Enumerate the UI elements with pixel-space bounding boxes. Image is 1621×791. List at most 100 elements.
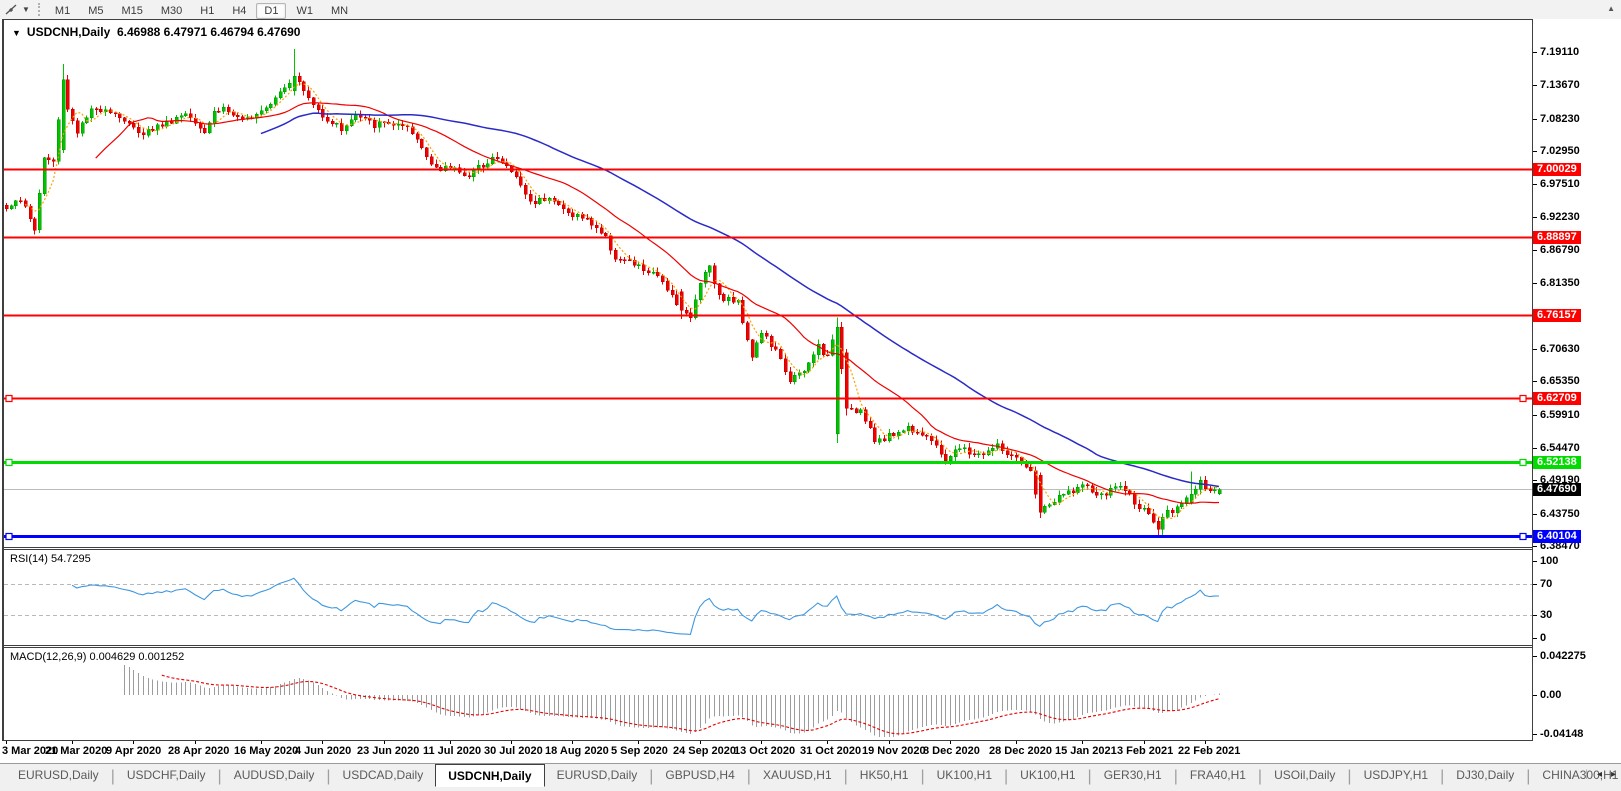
tab-arrow-separator: | <box>1585 769 1588 780</box>
chart-tab-bar: EURUSD,Daily | USDCHF,Daily | AUDUSD,Daily | U… <box>0 763 1621 791</box>
timeframe-button-m1[interactable]: M1 <box>54 4 71 17</box>
chart-tab-ger30-h1[interactable]: GER30,H1 <box>1103 768 1162 782</box>
timeframe-button-h1[interactable]: H1 <box>200 4 215 17</box>
line-handle[interactable] <box>1519 458 1527 467</box>
chart-tab-uk100-h1[interactable]: UK100,H1 <box>936 768 993 782</box>
line-handle[interactable] <box>5 394 13 403</box>
toolbar-grip[interactable] <box>37 3 40 16</box>
price-tick-label: 7.02950 <box>1540 145 1580 157</box>
axis-tick-mark <box>1533 381 1537 382</box>
panel-separator[interactable] <box>2 547 1532 548</box>
macd-tick-label: 0.042275 <box>1540 650 1586 662</box>
timeframe-button-m30[interactable]: M30 <box>160 4 183 17</box>
chart-tab-audusd-daily[interactable]: AUDUSD,Daily <box>233 768 315 782</box>
rsi-tick-label: 30 <box>1540 609 1553 621</box>
price-tick-label: 6.43750 <box>1540 508 1580 520</box>
date-tick-label: 11 Jul 2020 <box>423 745 482 757</box>
horizontal-level-lines[interactable] <box>4 168 1532 541</box>
date-tick-mark <box>1144 741 1145 744</box>
axis-tick-mark <box>1533 415 1537 416</box>
tab-separator: | <box>1004 768 1009 785</box>
chart-tab-dj30-daily[interactable]: DJ30,Daily <box>1456 768 1515 782</box>
macd-tick-label: 0.00 <box>1540 689 1562 701</box>
rsi-tick-label: 70 <box>1540 578 1553 590</box>
timeframe-button-m5[interactable]: M5 <box>88 4 104 17</box>
date-tick-label: 19 Nov 2020 <box>862 745 926 757</box>
tab-scroll-right-icon[interactable]: ▸ <box>1610 769 1616 780</box>
chart-tab-gbpusd-h4[interactable]: GBPUSD,H4 <box>665 768 735 782</box>
date-tick-mark <box>1082 741 1083 744</box>
timeframe-button-d1[interactable]: D1 <box>256 2 287 19</box>
line-handle[interactable] <box>5 532 13 541</box>
price-chart-plot[interactable] <box>4 19 1532 547</box>
chart-tab-eurusd-daily[interactable]: EURUSD,Daily <box>18 768 99 782</box>
date-tick-mark <box>195 741 196 744</box>
chart-tab-usdcad-daily[interactable]: USDCAD,Daily <box>342 768 424 782</box>
date-tick-label: 5 Sep 2020 <box>611 745 668 757</box>
tab-separator: | <box>920 768 925 785</box>
date-axis[interactable]: 3 Mar 2020 21 Mar 2020 9 Apr 2020 28 Apr 20… <box>0 741 1621 763</box>
line-studies-button[interactable]: ▼ <box>0 1 34 18</box>
timeframe-button-m15[interactable]: M15 <box>121 4 143 17</box>
chart-tab-eurusd-daily[interactable]: EURUSD,Daily <box>556 768 638 782</box>
price-tick-label: 6.59910 <box>1540 409 1580 421</box>
timeframe-button-mn[interactable]: MN <box>330 4 349 17</box>
date-tick-label: 30 Jul 2020 <box>484 745 543 757</box>
tab-separator: | <box>1526 768 1531 785</box>
date-tick-label: 15 Jan 2021 <box>1055 745 1117 757</box>
axis-tick-mark <box>1533 349 1537 350</box>
dropdown-caret-icon: ▼ <box>22 5 30 14</box>
date-tick-mark <box>827 741 828 744</box>
date-tick-label: 16 May 2020 <box>234 745 299 757</box>
chart-window: ▼ USDCNH,Daily 6.46988 6.47971 6.46794 6.… <box>0 19 1621 763</box>
panel-separator[interactable] <box>2 645 1532 646</box>
macd-indicator-label: MACD(12,26,9) 0.004629 0.001252 <box>10 651 185 663</box>
panel-separator[interactable] <box>2 647 1532 648</box>
rsi-plot[interactable] <box>4 550 1532 644</box>
price-tick-label: 6.70630 <box>1540 343 1580 355</box>
date-tick-mark <box>6 741 7 744</box>
line-handle[interactable] <box>1519 394 1527 403</box>
date-tick-label: 8 Dec 2020 <box>923 745 980 757</box>
line-handle[interactable] <box>5 458 13 467</box>
axis-tick-mark <box>1533 546 1537 547</box>
chart-tab-usoil-daily[interactable]: USOil,Daily <box>1274 768 1336 782</box>
price-axis[interactable]: 7.19110 7.13670 7.08230 7.02950 6.97510 6.922… <box>1533 19 1621 763</box>
price-tick-label: 6.81350 <box>1540 277 1580 289</box>
chart-bottom-border <box>2 740 1532 741</box>
chart-tab-usdjpy-h1[interactable]: USDJPY,H1 <box>1363 768 1429 782</box>
tab-separator: | <box>649 768 654 785</box>
chart-top-border <box>2 19 1532 20</box>
panel-separator[interactable] <box>2 549 1532 550</box>
chart-tab-hk50-h1[interactable]: HK50,H1 <box>859 768 909 782</box>
axis-tick-mark <box>1533 283 1537 284</box>
level-price-badge: 7.00029 <box>1533 163 1581 176</box>
timeframe-button-h4[interactable]: H4 <box>232 4 247 17</box>
axis-tick-mark <box>1533 217 1537 218</box>
level-price-badge: 6.40104 <box>1533 530 1581 543</box>
line-handle[interactable] <box>1519 532 1527 541</box>
price-tick-label: 6.38470 <box>1540 540 1580 552</box>
price-tick-label: 7.08230 <box>1540 113 1580 125</box>
price-tick-label: 6.92230 <box>1540 211 1580 223</box>
chart-tab-usdchf-daily[interactable]: USDCHF,Daily <box>126 768 206 782</box>
date-tick-mark <box>511 741 512 744</box>
chart-tab-uk100-h1[interactable]: UK100,H1 <box>1020 768 1076 782</box>
axis-tick-mark <box>1533 448 1537 449</box>
date-tick-mark <box>950 741 951 744</box>
chart-tab-usdcnh-daily[interactable]: USDCNH,Daily <box>435 764 545 787</box>
tab-separator: | <box>746 768 751 785</box>
candles <box>4 48 1222 537</box>
macd-plot[interactable] <box>4 648 1532 740</box>
timeframe-button-w1[interactable]: W1 <box>296 4 313 17</box>
collapse-caret-icon[interactable]: ▼ <box>12 28 21 38</box>
chart-tab-china300-h1[interactable]: CHINA300,H1 <box>1542 768 1619 782</box>
chart-tab-fra40-h1[interactable]: FRA40,H1 <box>1189 768 1246 782</box>
axis-tick-mark <box>1533 151 1537 152</box>
axis-tick-mark <box>1533 119 1537 120</box>
date-tick-mark <box>72 741 73 744</box>
price-tick-label: 6.54470 <box>1540 442 1580 454</box>
tab-scroll-left-icon[interactable]: ◂ <box>1596 769 1602 780</box>
chart-tab-xauusd-h1[interactable]: XAUUSD,H1 <box>762 768 832 782</box>
date-tick-mark <box>761 741 762 744</box>
